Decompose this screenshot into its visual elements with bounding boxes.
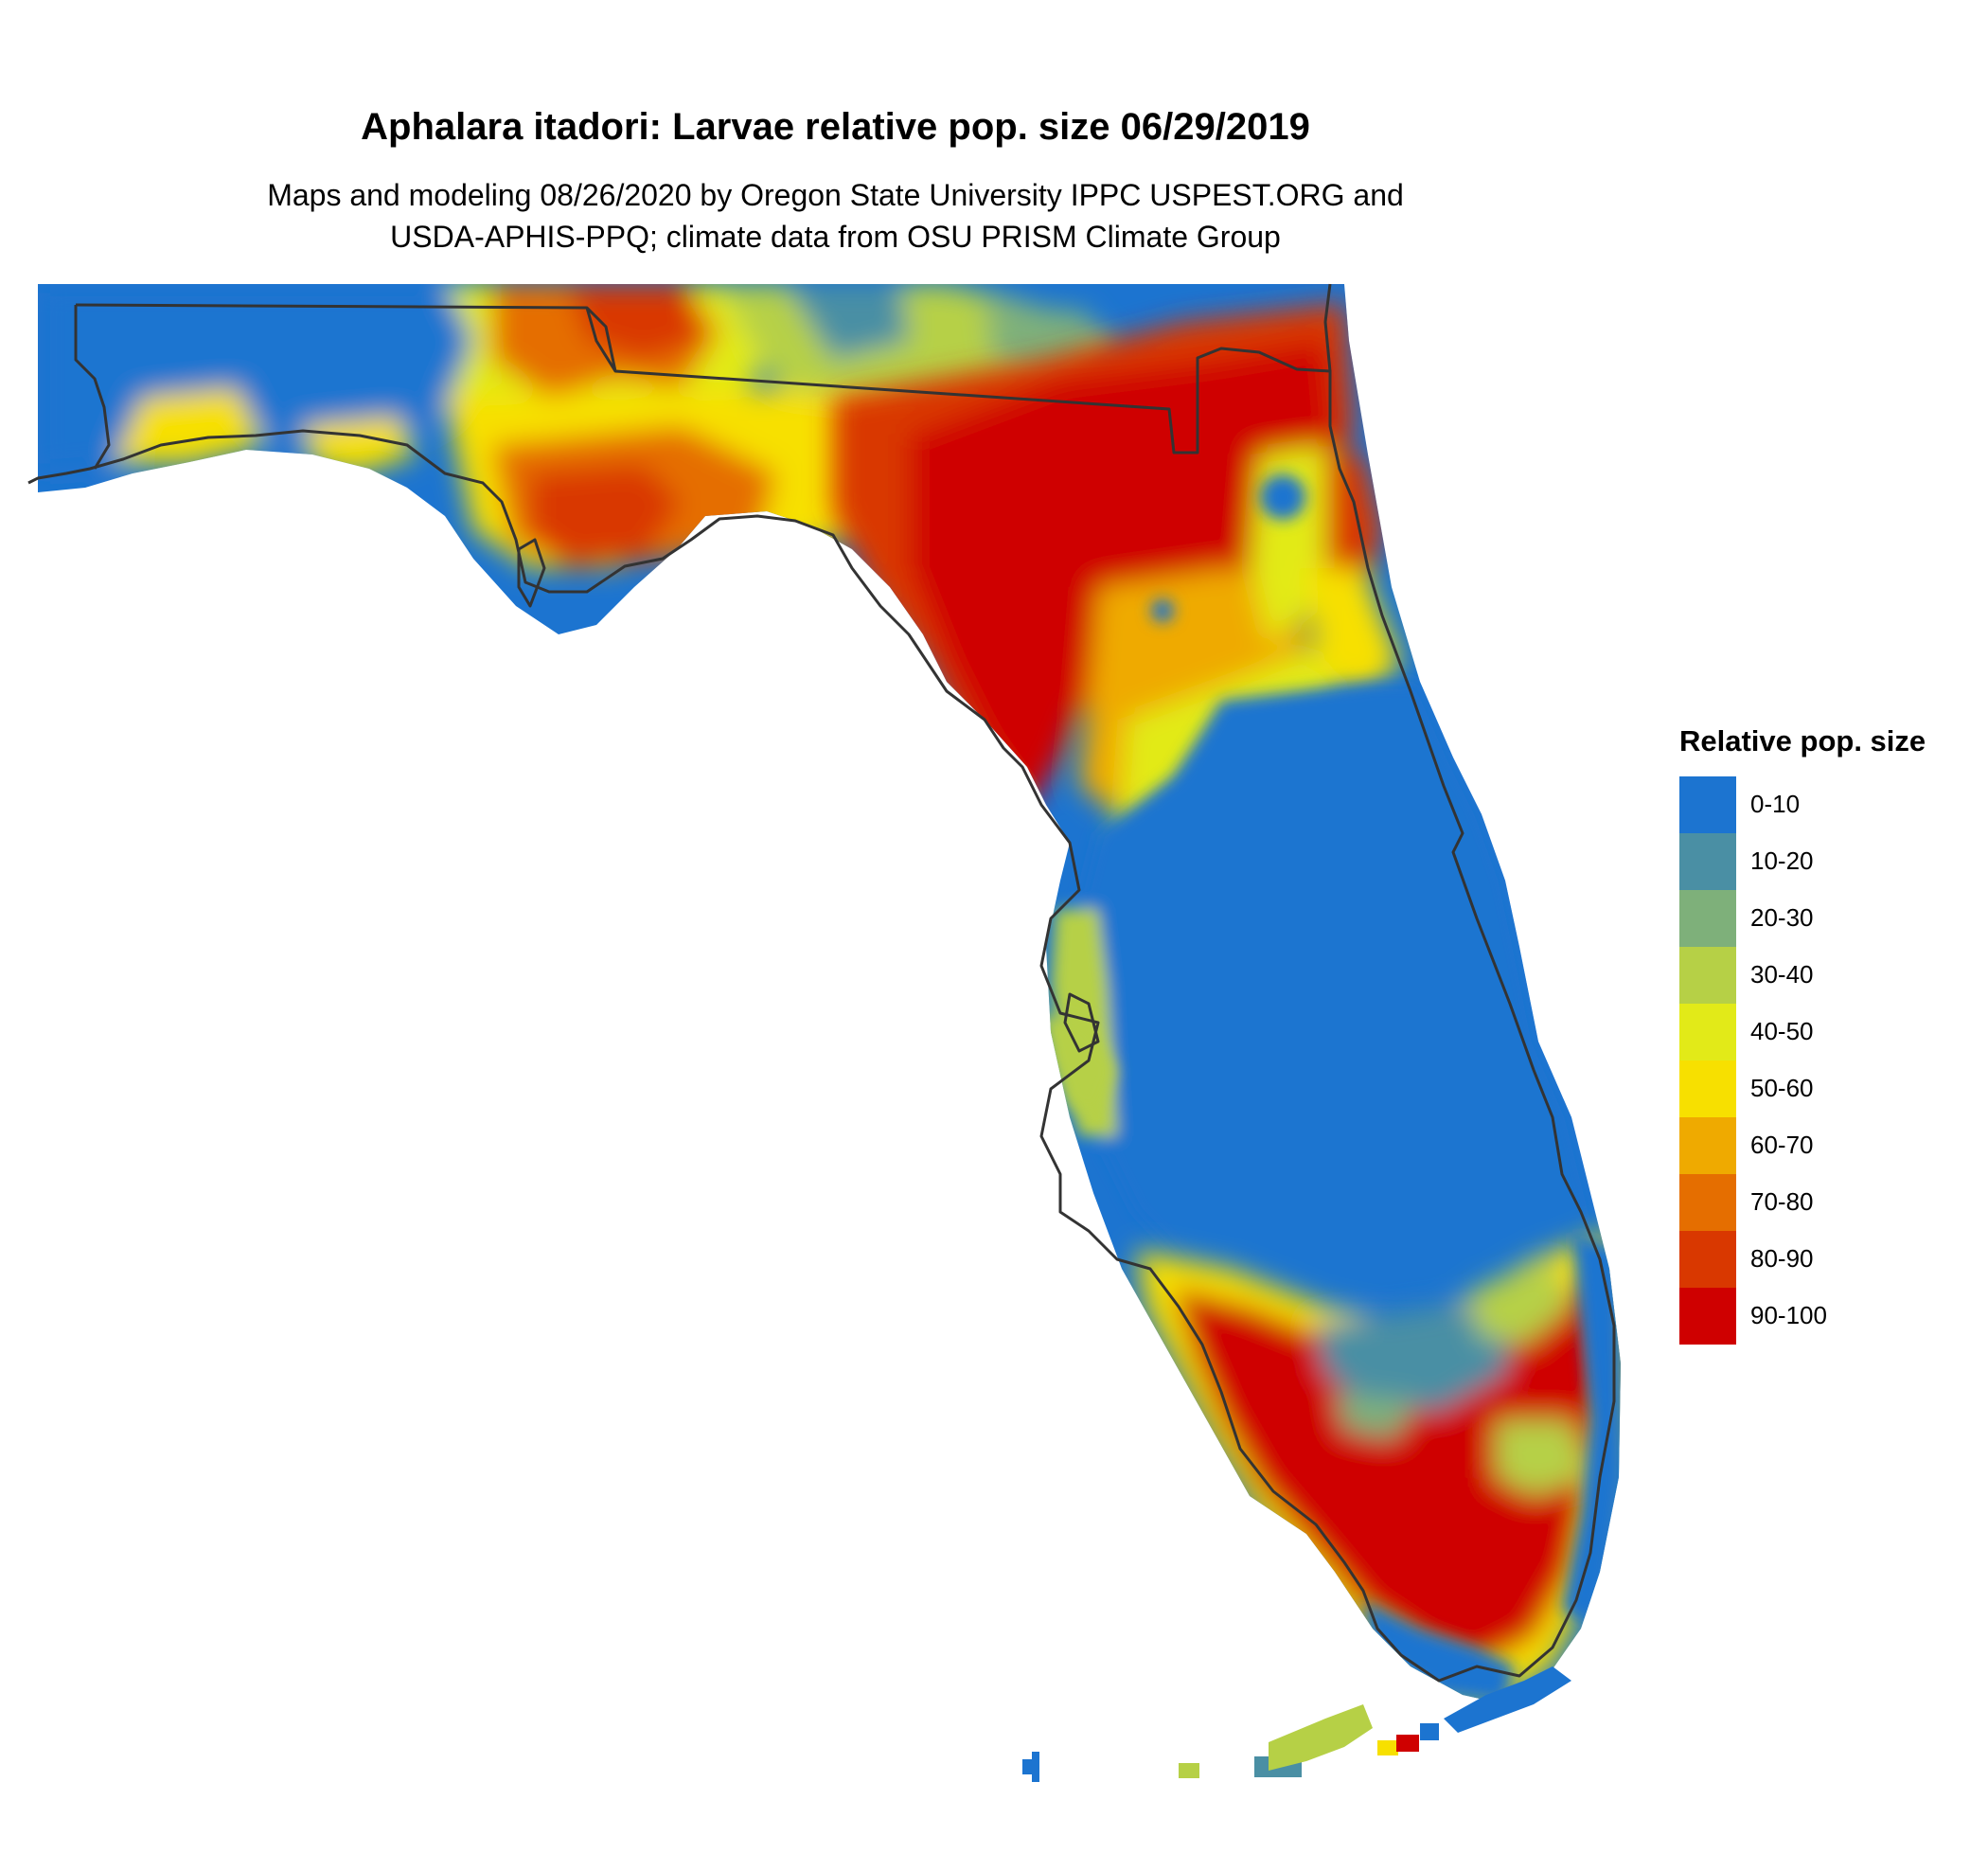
florida-map (27, 283, 1621, 1782)
legend-swatch (1679, 776, 1736, 833)
legend-item: 70-80 (1679, 1174, 1963, 1231)
legend-swatch (1679, 1231, 1736, 1288)
legend-label: 0-10 (1750, 790, 1801, 818)
legend-label: 20-30 (1750, 903, 1814, 932)
legend-label: 80-90 (1750, 1244, 1814, 1273)
state-outline (27, 283, 1616, 1683)
legend-item: 90-100 (1679, 1288, 1963, 1345)
legend-swatch (1679, 1060, 1736, 1117)
east-coast-south (1041, 1013, 1621, 1704)
legend-item: 50-60 (1679, 1060, 1963, 1117)
legend-swatch (1679, 1117, 1736, 1174)
south-region (1136, 1231, 1621, 1704)
north-region (38, 284, 1117, 568)
legend-swatch (1679, 890, 1736, 947)
legend-swatch (1679, 1288, 1736, 1345)
map-title: Aphalara itadori: Larvae relative pop. s… (361, 106, 1310, 148)
subtitle-line-2: USDA-APHIS-PPQ; climate data from OSU PR… (390, 220, 1281, 254)
legend-item: 60-70 (1679, 1117, 1963, 1174)
legend-label: 30-40 (1750, 960, 1814, 989)
legend-label: 50-60 (1750, 1074, 1814, 1102)
legend-item: 80-90 (1679, 1231, 1963, 1288)
legend-label: 10-20 (1750, 846, 1814, 875)
legend-item: 10-20 (1679, 833, 1963, 890)
legend-label: 90-100 (1750, 1301, 1827, 1329)
legend-label: 70-80 (1750, 1187, 1814, 1216)
legend-title: Relative pop. size (1679, 724, 1926, 757)
population-layer (38, 284, 1621, 1704)
legend-item: 30-40 (1679, 947, 1963, 1004)
legend-swatch (1679, 833, 1736, 890)
florida-keys (1022, 1666, 1571, 1782)
legend-swatch (1679, 1174, 1736, 1231)
legend-item: 40-50 (1679, 1004, 1963, 1060)
subtitle-line-1: Maps and modeling 08/26/2020 by Oregon S… (267, 178, 1404, 212)
legend-swatch (1679, 1004, 1736, 1060)
legend-item: 20-30 (1679, 890, 1963, 947)
legend-swatch (1679, 947, 1736, 1004)
map-subtitle: Maps and modeling 08/26/2020 by Oregon S… (0, 174, 1671, 258)
legend-label: 40-50 (1750, 1017, 1814, 1045)
legend: Relative pop. size 0-10 10-20 20-30 30-4… (1679, 724, 1926, 1345)
legend-label: 60-70 (1750, 1131, 1814, 1159)
legend-item: 0-10 (1679, 776, 1963, 833)
